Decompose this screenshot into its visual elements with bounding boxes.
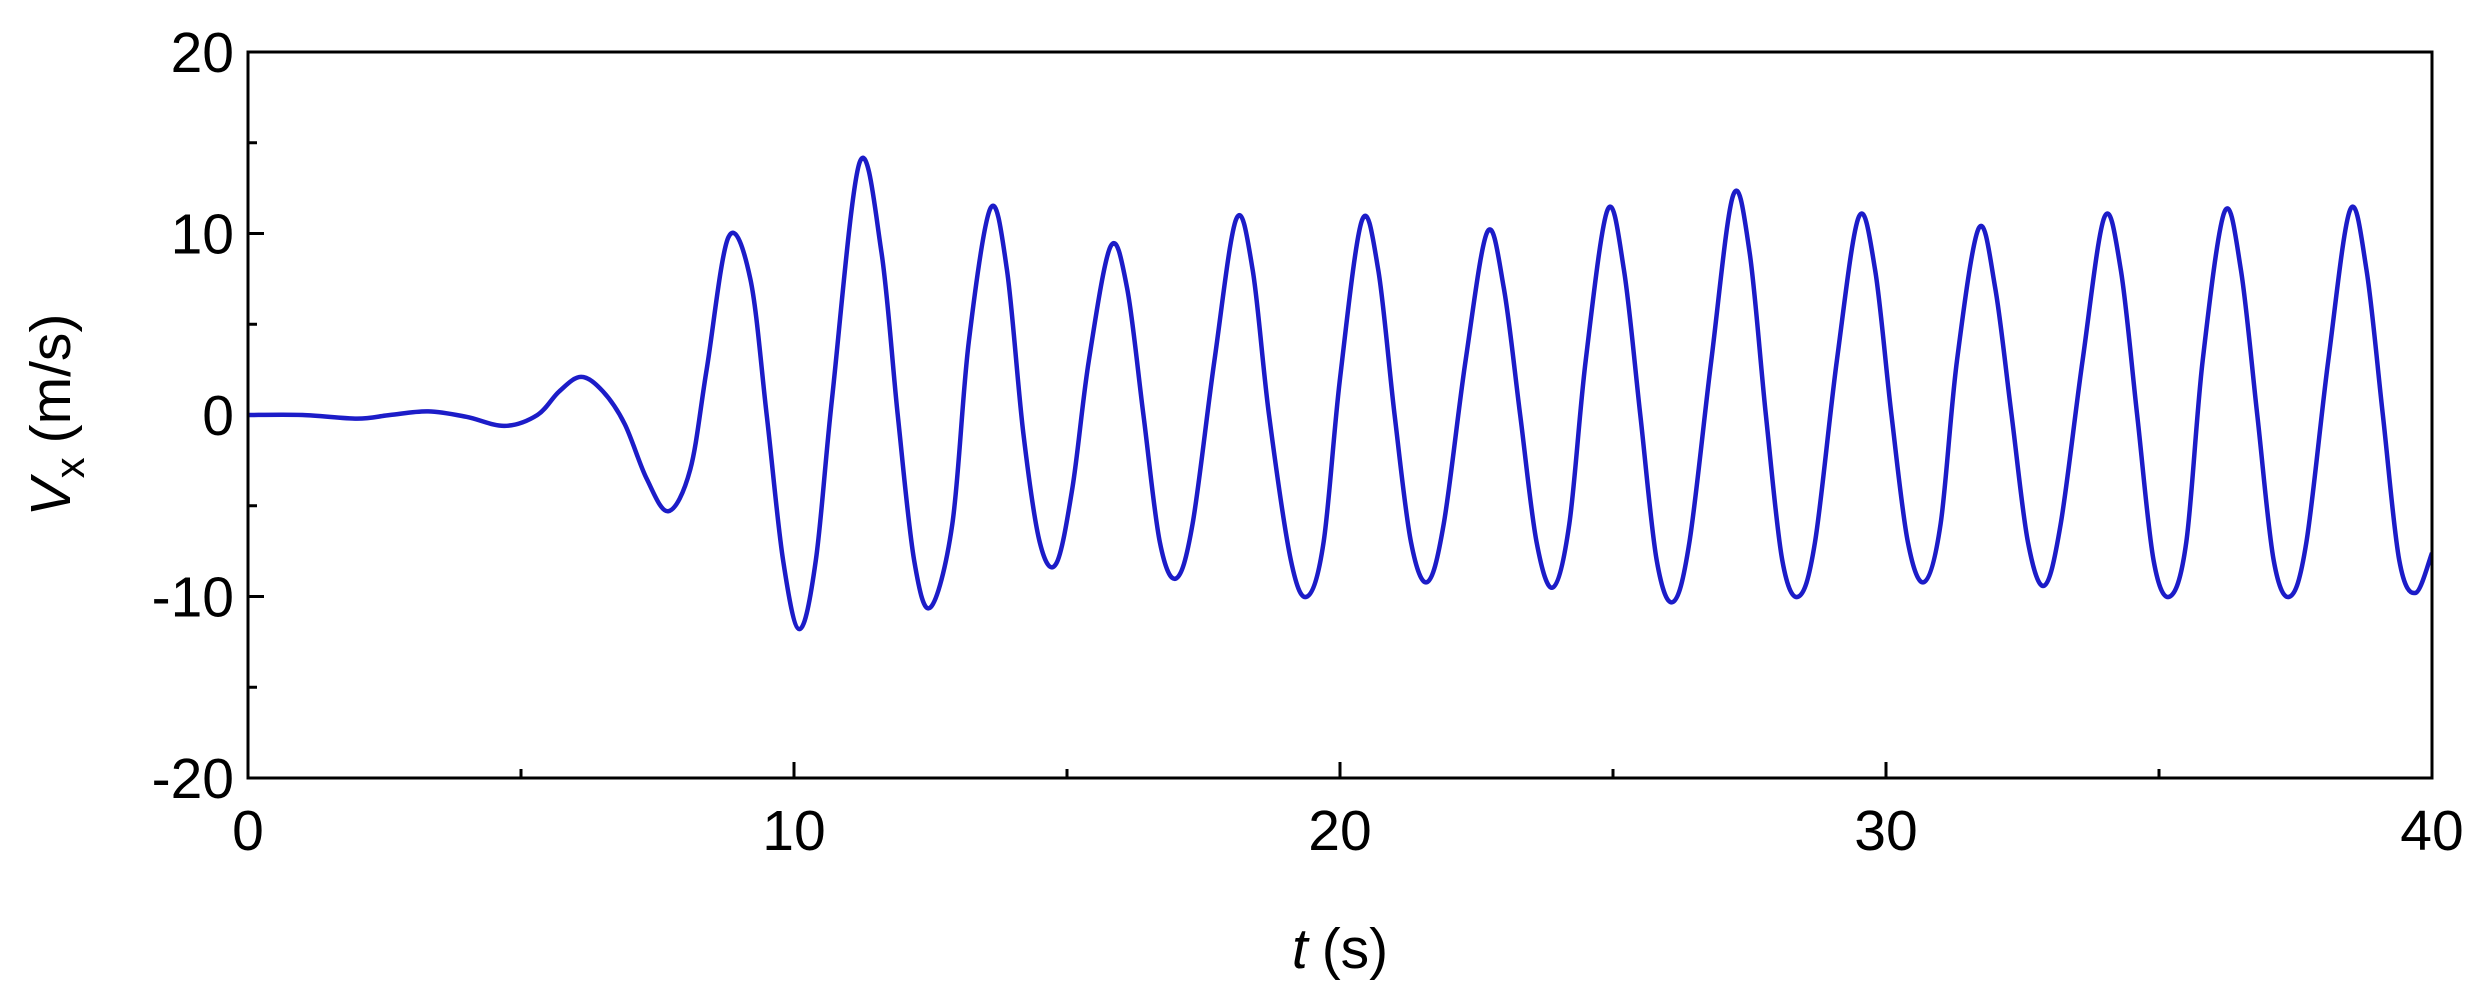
y-tick-label: 20: [171, 21, 234, 85]
y-label-unit: (m/s): [19, 314, 83, 444]
plot-frame: [246, 50, 2434, 780]
y-label-variable: V: [19, 473, 83, 516]
x-label-unit: (s): [1322, 917, 1388, 981]
x-tick-label: 40: [2400, 799, 2463, 863]
y-tick-label: 10: [171, 203, 234, 267]
data-line: [248, 155, 2432, 632]
y-tick-label: -10: [152, 566, 234, 630]
x-tick-label: 10: [762, 799, 825, 863]
x-tick-label: 20: [1308, 799, 1371, 863]
x-tick-label: 0: [232, 799, 264, 863]
y-tick-label: -20: [152, 747, 234, 811]
y-label-subscript: x: [46, 457, 93, 478]
x-label-variable: t: [1292, 917, 1310, 981]
x-axis-label: t (s): [1292, 917, 1388, 981]
y-axis-label: Vx (m/s): [19, 314, 93, 517]
y-tick-label: 0: [202, 384, 234, 448]
x-tick-label: 30: [1854, 799, 1917, 863]
